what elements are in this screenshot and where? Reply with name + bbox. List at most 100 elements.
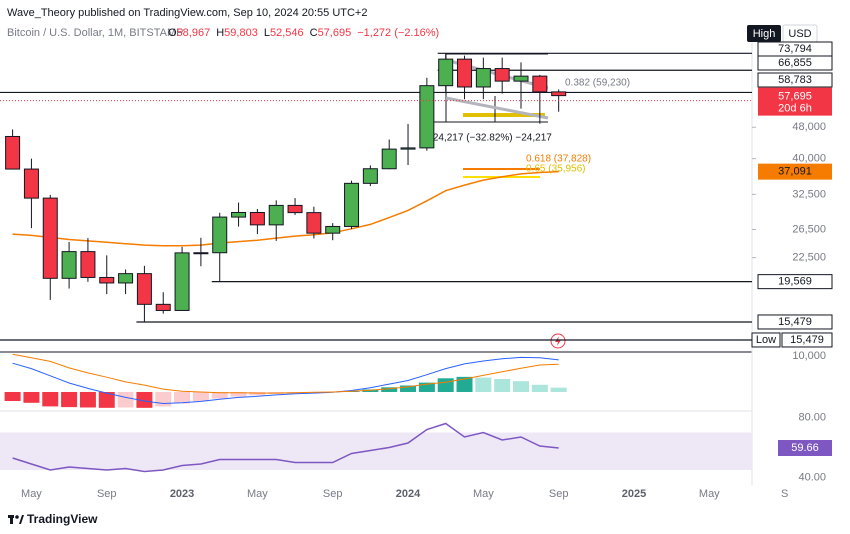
candle-body [80,251,96,278]
logo-part [15,515,19,519]
lightning-icon [550,333,566,349]
macd-bar [494,379,511,392]
candle-body [61,251,77,279]
ohlc-letter: C [310,27,318,39]
candle-body [5,135,21,170]
annotation: 0.382 (59,230) [565,78,630,89]
candle-body [494,68,510,82]
macd-tick-label: 10,000 [792,350,826,362]
x-tick-label: Sep [323,488,343,500]
macd-bar [400,385,417,392]
rsi-line [12,422,559,473]
x-tick-label: May [473,488,494,500]
x-tick-label: May [21,488,42,500]
candle-body [362,168,378,184]
level-label: 15,479 [778,316,812,328]
candle-body [99,276,115,284]
y-tick-label: 26,500 [792,223,826,235]
low-name-box [751,332,781,348]
ohlc-letter: L [264,27,270,39]
high-button[interactable] [747,25,781,42]
candle-body [249,211,265,226]
macd-bar [230,391,247,397]
candle-body [42,197,58,279]
icon-bolt [555,336,561,346]
currency-label[interactable]: USD [788,28,811,40]
macd-bar [513,381,530,392]
macd-bar [550,387,567,392]
y-tick-label: 22,500 [792,252,826,264]
fib-zone [463,113,545,117]
level-label-box [757,274,833,290]
candle-body [193,252,209,255]
level-label: 19,569 [778,276,812,288]
x-tick-label: May [247,488,268,500]
publisher-line: Wave_Theory published on TradingView.com… [7,7,367,19]
rsi-tick-label: 40.00 [798,471,826,483]
macd-bar [136,391,153,408]
signal-line [12,353,559,394]
candle-body [381,148,397,170]
macd-bar [418,382,435,392]
level-label: 15,479 [790,334,824,346]
candle-body [551,91,567,97]
rsi-tick-label: 80.00 [798,411,826,423]
x-tick-label: May [699,488,720,500]
candle-body [212,216,228,254]
candle-body [306,212,322,234]
candle-body [475,68,491,88]
candle-body [287,204,303,214]
macd-bar [475,377,492,392]
x-tick-label: Sep [97,488,117,500]
level-label-box [757,72,833,88]
macd-bar [79,391,96,408]
candle-body [136,273,152,305]
rsi-band [0,432,752,470]
candle-body [268,204,284,226]
macd-bar [456,376,473,392]
macd-bar [381,387,398,392]
annotation: −24,217 (−32.82%) −24,217 [427,133,552,144]
level-label-box [757,55,833,71]
annotation: 0.65 (35,956) [526,164,586,175]
x-tick-label: 2023 [170,488,194,500]
x-tick-label: S [781,488,788,500]
macd-bar [249,391,266,396]
level-label: 66,855 [778,57,812,69]
candle-body [325,225,341,234]
ohlc-letter: H [216,27,224,39]
level-label-box [757,314,833,330]
macd-bar [174,391,191,404]
ohlc-values: O58,967 H59,803 L52,546 C57,695 −1,272 (−2.1… [168,27,439,39]
brand: TradingView [27,512,98,526]
macd-bar [42,391,59,407]
macd-bar [155,391,172,407]
y-tick-label: 32,500 [792,188,826,200]
annotation: 0.618 (37,828) [526,154,591,165]
price-label-box [758,87,832,116]
candle-body [344,182,360,227]
logo-part [10,515,13,524]
candle-body [174,252,190,311]
macd-bar [211,391,228,399]
ohlc-value: 59,803 [224,27,258,39]
ohlc-value: 57,695 [318,27,352,39]
macd-line [12,356,559,405]
y-tick-label: 40,000 [792,153,826,165]
candle-body [438,58,454,87]
macd-bar [362,389,379,392]
candle-body [513,75,529,82]
high-button-label[interactable]: High [753,28,776,40]
macd-bar [4,391,21,401]
macd-bar [531,384,548,392]
rsi-label: 59.66 [791,442,819,454]
macd-bar [437,378,454,392]
ohlc-letter: O [168,27,177,39]
candle-body [155,303,171,311]
candle-body [23,168,39,199]
ema-label-box [758,163,832,180]
rsi-label-box [778,440,832,457]
candle-body [457,58,473,88]
x-tick-label: Sep [549,488,569,500]
